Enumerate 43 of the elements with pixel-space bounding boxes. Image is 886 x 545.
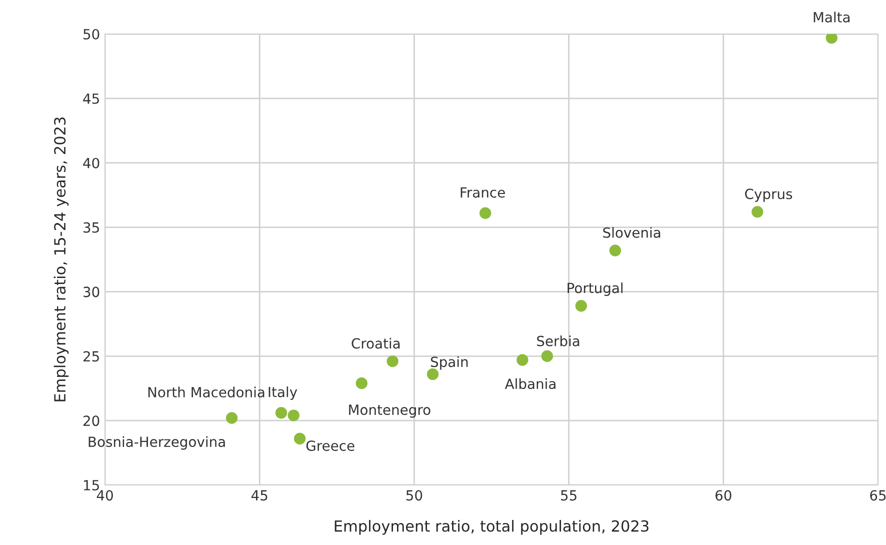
y-tick-label: 15: [84, 480, 99, 490]
annotation: Portugal: [568, 282, 623, 296]
annotation: Montenegro: [349, 404, 430, 418]
point: [575, 300, 588, 312]
x-tick-label: 40: [96, 490, 113, 501]
point: [275, 406, 288, 419]
y-tick-label: 35: [84, 222, 99, 233]
x-tick-label: 50: [406, 490, 422, 501]
point: [386, 355, 398, 368]
y-axis-title: Employment ratio, 15-24 years, 2023: [54, 117, 69, 402]
annotation: North Macedonia: [148, 386, 264, 398]
x-tick-label: 65: [870, 490, 886, 501]
y-tick-label: 50: [84, 28, 100, 40]
y-tick-label: 40: [83, 158, 100, 168]
annotation: Italy: [268, 386, 298, 400]
point: [752, 206, 764, 218]
annotation: Albania: [504, 378, 556, 390]
point: [609, 244, 622, 256]
x-tick-label: 45: [251, 490, 268, 501]
point: [826, 34, 838, 44]
annotation: France: [460, 187, 505, 198]
annotation: Greece: [306, 440, 354, 451]
x-axis-title: Employment ratio, total population, 2023: [334, 520, 648, 535]
point: [479, 207, 492, 219]
y-tick-label: 45: [83, 94, 99, 104]
point: [288, 410, 300, 422]
point: [294, 432, 306, 444]
point: [356, 377, 368, 390]
annotation: Slovenia: [603, 227, 660, 238]
x-tick-label: 60: [716, 490, 732, 501]
annotation: Bosnia-Herzegovina: [88, 436, 225, 450]
point: [541, 350, 553, 362]
annotation: Spain: [430, 356, 468, 370]
x-tick-label: 55: [561, 490, 576, 501]
annotation: Cyprus: [745, 188, 792, 202]
y-tick-label: 25: [83, 351, 99, 362]
annotation: Serbia: [537, 336, 580, 346]
annotation: Malta: [814, 12, 850, 22]
annotation: Croatia: [352, 338, 400, 349]
y-tick-label: 30: [84, 286, 100, 298]
point: [226, 412, 238, 424]
y-tick-label: 20: [83, 416, 100, 426]
point: [516, 354, 528, 366]
